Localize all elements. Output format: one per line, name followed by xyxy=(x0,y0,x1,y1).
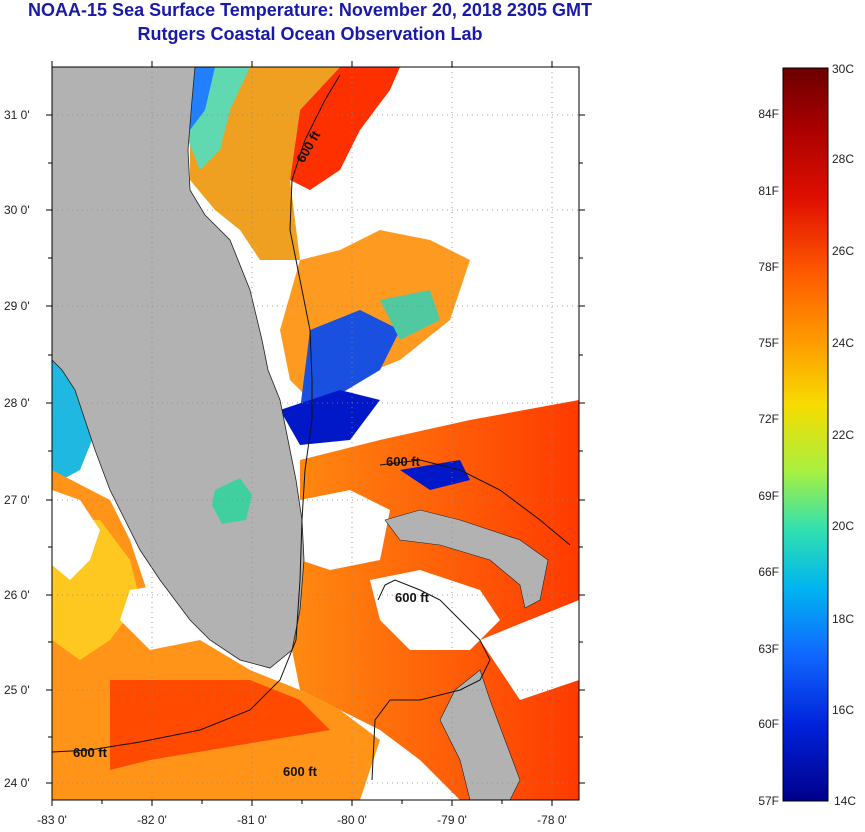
fahrenheit-label: 75F xyxy=(758,336,779,350)
contour-label: 600 ft xyxy=(395,590,430,605)
celsius-label: 22C xyxy=(832,428,854,442)
fahrenheit-label: 72F xyxy=(758,412,779,426)
andros-island xyxy=(439,669,521,800)
celsius-label: 16C xyxy=(832,703,854,717)
lat-label: 26 0' xyxy=(4,588,30,602)
fahrenheit-label: 63F xyxy=(758,642,779,656)
map-title: NOAA-15 Sea Surface Temperature: Novembe… xyxy=(28,0,592,20)
lon-ticks xyxy=(51,61,553,806)
fahrenheit-label: 78F xyxy=(758,260,779,274)
lat-label: 24 0' xyxy=(4,776,30,790)
isobath-600ft-tongue xyxy=(371,579,491,781)
fahrenheit-label: 81F xyxy=(758,184,779,198)
fahrenheit-label: 69F xyxy=(758,489,779,503)
colorbar xyxy=(782,67,829,802)
lat-label: 31 0' xyxy=(4,108,30,122)
lon-label: -82 0' xyxy=(137,813,167,827)
celsius-label: 20C xyxy=(832,519,854,533)
cold-patch-3 xyxy=(400,460,470,490)
gulf-stream-north xyxy=(290,67,400,190)
celsius-label: 18C xyxy=(832,612,854,626)
fahrenheit-label: 66F xyxy=(758,565,779,579)
cold-patch-2 xyxy=(280,390,380,445)
lon-labels: -83 0' -82 0' -81 0' -80 0' -79 0' -78 0… xyxy=(37,813,567,827)
lake-okeechobee xyxy=(212,478,252,524)
lat-label: 28 0' xyxy=(4,396,30,410)
celsius-label: 30C xyxy=(832,62,854,76)
contour-label: 600 ft xyxy=(386,454,421,469)
contour-label: 600 ft xyxy=(73,745,108,760)
cloud-patch-5 xyxy=(480,600,579,700)
map-subtitle: Rutgers Coastal Ocean Observation Lab xyxy=(137,24,483,44)
lon-label: -79 0' xyxy=(437,813,467,827)
celsius-label: 14C xyxy=(834,794,856,808)
lat-labels: 31 0' 30 0' 29 0' 28 0' 27 0' 26 0' 25 0… xyxy=(4,108,30,790)
lat-label: 25 0' xyxy=(4,683,30,697)
cold-patch-1 xyxy=(300,310,400,410)
fahrenheit-label: 57F xyxy=(758,794,779,808)
cloud-patch-2 xyxy=(300,490,390,570)
lat-label: 29 0' xyxy=(4,299,30,313)
lon-label: -81 0' xyxy=(237,813,267,827)
lat-ticks xyxy=(46,114,585,784)
colorbar-fahrenheit-labels: 84F 81F 78F 75F 72F 69F 66F 63F 60F 57F xyxy=(758,107,779,808)
fahrenheit-label: 60F xyxy=(758,717,779,731)
grand-bahama-abaco xyxy=(384,509,549,609)
lat-label: 27 0' xyxy=(4,493,30,507)
fahrenheit-label: 84F xyxy=(758,107,779,121)
celsius-label: 24C xyxy=(832,336,854,350)
map-area xyxy=(52,67,579,800)
map-frame xyxy=(51,66,580,801)
cloud-patch-1 xyxy=(52,490,100,580)
celsius-label: 26C xyxy=(832,244,854,258)
lon-label: -80 0' xyxy=(337,813,367,827)
contour-label: 600 ft xyxy=(283,764,318,779)
mixed-green-patch xyxy=(380,290,440,340)
colorbar-celsius-labels: 30C 28C 26C 24C 22C 20C 18C 16C 14C xyxy=(832,62,856,808)
florida-keys-warm-water xyxy=(110,680,330,770)
map-grid xyxy=(52,67,579,800)
celsius-label: 28C xyxy=(832,152,854,166)
isobath-600ft-west xyxy=(52,74,341,753)
isobath-600ft-bahamas-north xyxy=(379,459,571,546)
lon-label: -83 0' xyxy=(37,813,67,827)
cloud-patch-3 xyxy=(370,570,500,650)
lon-label: -78 0' xyxy=(537,813,567,827)
lat-label: 30 0' xyxy=(4,203,30,217)
